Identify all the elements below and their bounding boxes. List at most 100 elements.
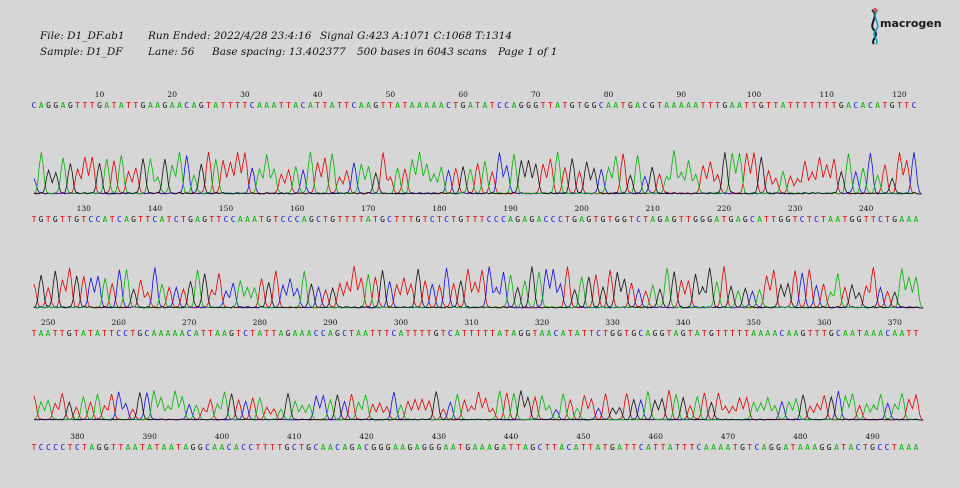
base-call: T xyxy=(359,215,364,224)
base-call: A xyxy=(147,443,152,452)
base-call: G xyxy=(657,215,662,224)
base-call: T xyxy=(661,443,666,452)
base-call: G xyxy=(530,443,535,452)
base-call: A xyxy=(46,329,51,338)
base-call: G xyxy=(526,101,531,110)
base-call: T xyxy=(67,215,72,224)
base-call: T xyxy=(423,215,428,224)
base-call: A xyxy=(574,443,579,452)
base-call: A xyxy=(487,443,492,452)
base-call: T xyxy=(236,329,241,338)
base-call: A xyxy=(455,329,460,338)
base-call: A xyxy=(104,101,109,110)
base-call: T xyxy=(480,215,485,224)
base-call: T xyxy=(82,101,87,110)
base-call: T xyxy=(653,443,658,452)
base-call: A xyxy=(398,329,403,338)
tick-label: 310 xyxy=(464,318,479,327)
base-call: T xyxy=(345,215,350,224)
base-call: T xyxy=(60,329,65,338)
base-call: T xyxy=(842,215,847,224)
base-call: C xyxy=(387,215,392,224)
base-call: G xyxy=(631,329,636,338)
base-call: A xyxy=(393,443,398,452)
base-call: C xyxy=(174,215,179,224)
base-call: A xyxy=(899,215,904,224)
logo-text: macrogen xyxy=(880,17,942,30)
base-call: A xyxy=(736,215,741,224)
base-call: G xyxy=(729,215,734,224)
base-call: A xyxy=(439,101,444,110)
tick-label: 360 xyxy=(817,318,832,327)
trace-T xyxy=(33,265,924,309)
base-call: G xyxy=(162,101,167,110)
base-call: T xyxy=(451,215,456,224)
base-call: T xyxy=(791,443,796,452)
base-call: A xyxy=(302,215,307,224)
base-call: A xyxy=(39,329,44,338)
base-call: T xyxy=(102,329,107,338)
base-call: A xyxy=(395,101,400,110)
base-call: T xyxy=(130,329,135,338)
base-call: G xyxy=(890,101,895,110)
base-call: A xyxy=(664,101,669,110)
base-call: T xyxy=(112,101,117,110)
base-call: G xyxy=(350,443,355,452)
base-call: T xyxy=(541,101,546,110)
base-call: A xyxy=(212,443,217,452)
base-call: C xyxy=(241,443,246,452)
base-call: G xyxy=(820,443,825,452)
base-call: T xyxy=(406,329,411,338)
base-call: G xyxy=(104,443,109,452)
base-call: T xyxy=(882,101,887,110)
base-call: C xyxy=(779,329,784,338)
base-call: A xyxy=(668,443,673,452)
base-call: G xyxy=(434,329,439,338)
base-call: G xyxy=(839,101,844,110)
base-call: A xyxy=(762,443,767,452)
base-call: A xyxy=(124,215,129,224)
base-call: A xyxy=(871,329,876,338)
base-call: A xyxy=(133,443,138,452)
base-call: T xyxy=(437,215,442,224)
base-call: C xyxy=(281,215,286,224)
base-call: A xyxy=(257,329,262,338)
base-call: T xyxy=(864,215,869,224)
base-call: C xyxy=(636,215,641,224)
base-call: A xyxy=(155,101,160,110)
tick-label: 440 xyxy=(504,432,519,441)
base-call: T xyxy=(582,329,587,338)
tick-label: 50 xyxy=(386,90,396,99)
base-call: C xyxy=(243,329,248,338)
base-call: A xyxy=(497,329,502,338)
base-call: G xyxy=(892,215,897,224)
base-call: G xyxy=(672,215,677,224)
base-call: T xyxy=(259,215,264,224)
base-call: A xyxy=(328,443,333,452)
base-call: T xyxy=(702,329,707,338)
base-call: T xyxy=(270,443,275,452)
tick-label: 230 xyxy=(788,204,803,213)
base-call: C xyxy=(558,215,563,224)
trace-G xyxy=(33,390,924,421)
base-call: T xyxy=(817,101,822,110)
tick-label: 470 xyxy=(721,432,736,441)
base-call: C xyxy=(391,329,396,338)
base-call: A xyxy=(245,215,250,224)
base-call: G xyxy=(198,443,203,452)
base-call: C xyxy=(205,443,210,452)
base-call: A xyxy=(400,443,405,452)
base-call: T xyxy=(370,329,375,338)
tick-label: 180 xyxy=(432,204,447,213)
base-call: A xyxy=(617,443,622,452)
base-call: T xyxy=(667,329,672,338)
base-call: C xyxy=(184,101,189,110)
base-call: T xyxy=(629,215,634,224)
base-call: G xyxy=(188,215,193,224)
base-call: T xyxy=(109,329,114,338)
base-call: T xyxy=(322,101,327,110)
trace-C xyxy=(33,266,924,309)
trace-G xyxy=(33,266,924,309)
base-call: A xyxy=(293,101,298,110)
base-call: A xyxy=(451,443,456,452)
